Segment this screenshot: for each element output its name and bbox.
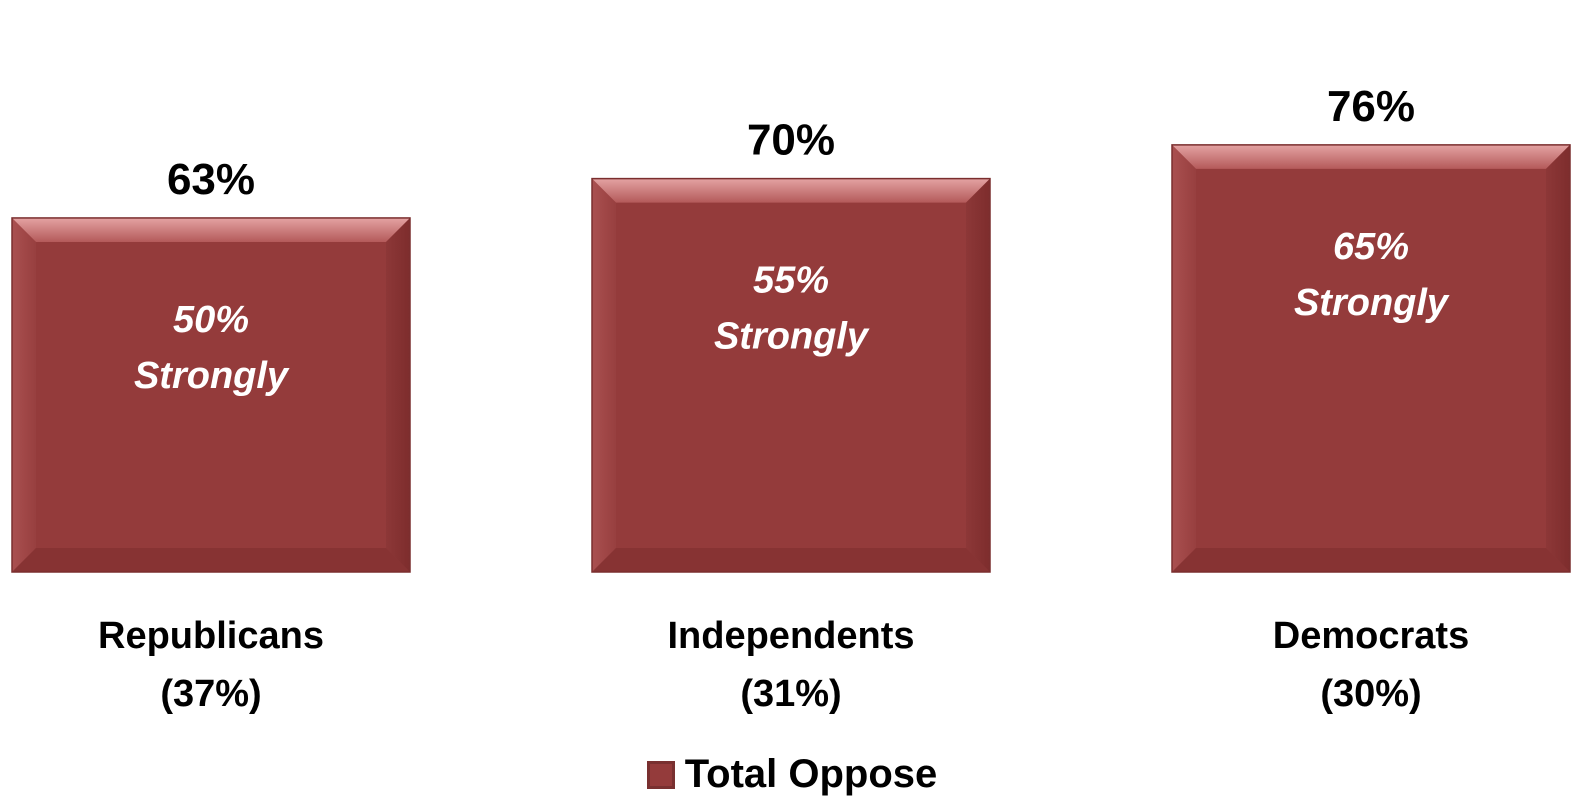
strongly-text-label: Strongly <box>714 316 870 358</box>
bar-bevel-left <box>1172 144 1196 572</box>
bar-outline <box>591 177 991 573</box>
category-label: Republicans <box>98 615 324 657</box>
category-share-label: (30%) <box>1320 673 1421 715</box>
bar-bevel-right <box>386 217 410 572</box>
strongly-text-label: Strongly <box>1294 282 1450 324</box>
category-label: Independents <box>667 615 914 657</box>
bar-body <box>12 217 410 572</box>
strongly-value-label: 55% <box>753 260 829 302</box>
bar-bevel-bottom <box>1172 548 1570 572</box>
bar-bevel-bottom <box>592 548 990 572</box>
bar-bevel-top <box>592 178 990 203</box>
strongly-text-label: Strongly <box>134 355 290 397</box>
value-label: 70% <box>747 116 835 165</box>
bar-outline <box>11 217 411 573</box>
bar-body <box>1172 144 1570 572</box>
bar-bevel-right <box>1546 144 1570 572</box>
legend-label: Total Oppose <box>684 752 938 796</box>
category-share-label: (37%) <box>160 673 261 715</box>
bar-bevel-top <box>1172 144 1570 169</box>
bar-1 <box>11 217 411 573</box>
strongly-value-label: 50% <box>173 299 249 341</box>
bar-outline <box>1171 144 1571 573</box>
category-share-label: (31%) <box>740 673 841 715</box>
bar-bevel-left <box>12 217 36 572</box>
bar-body <box>592 178 990 572</box>
value-label: 76% <box>1327 82 1415 131</box>
bar-bevel-right <box>966 178 990 572</box>
legend-swatch-icon <box>646 760 675 789</box>
value-label: 63% <box>167 155 255 204</box>
bar-bevel-left <box>592 178 616 572</box>
bar-3 <box>1171 144 1571 573</box>
strongly-value-label: 65% <box>1333 226 1409 268</box>
legend: Total Oppose <box>0 752 1584 797</box>
category-label: Democrats <box>1273 615 1469 657</box>
bar-bevel-top <box>12 217 410 242</box>
bar-2 <box>591 177 991 573</box>
bar-bevel-bottom <box>12 548 410 572</box>
